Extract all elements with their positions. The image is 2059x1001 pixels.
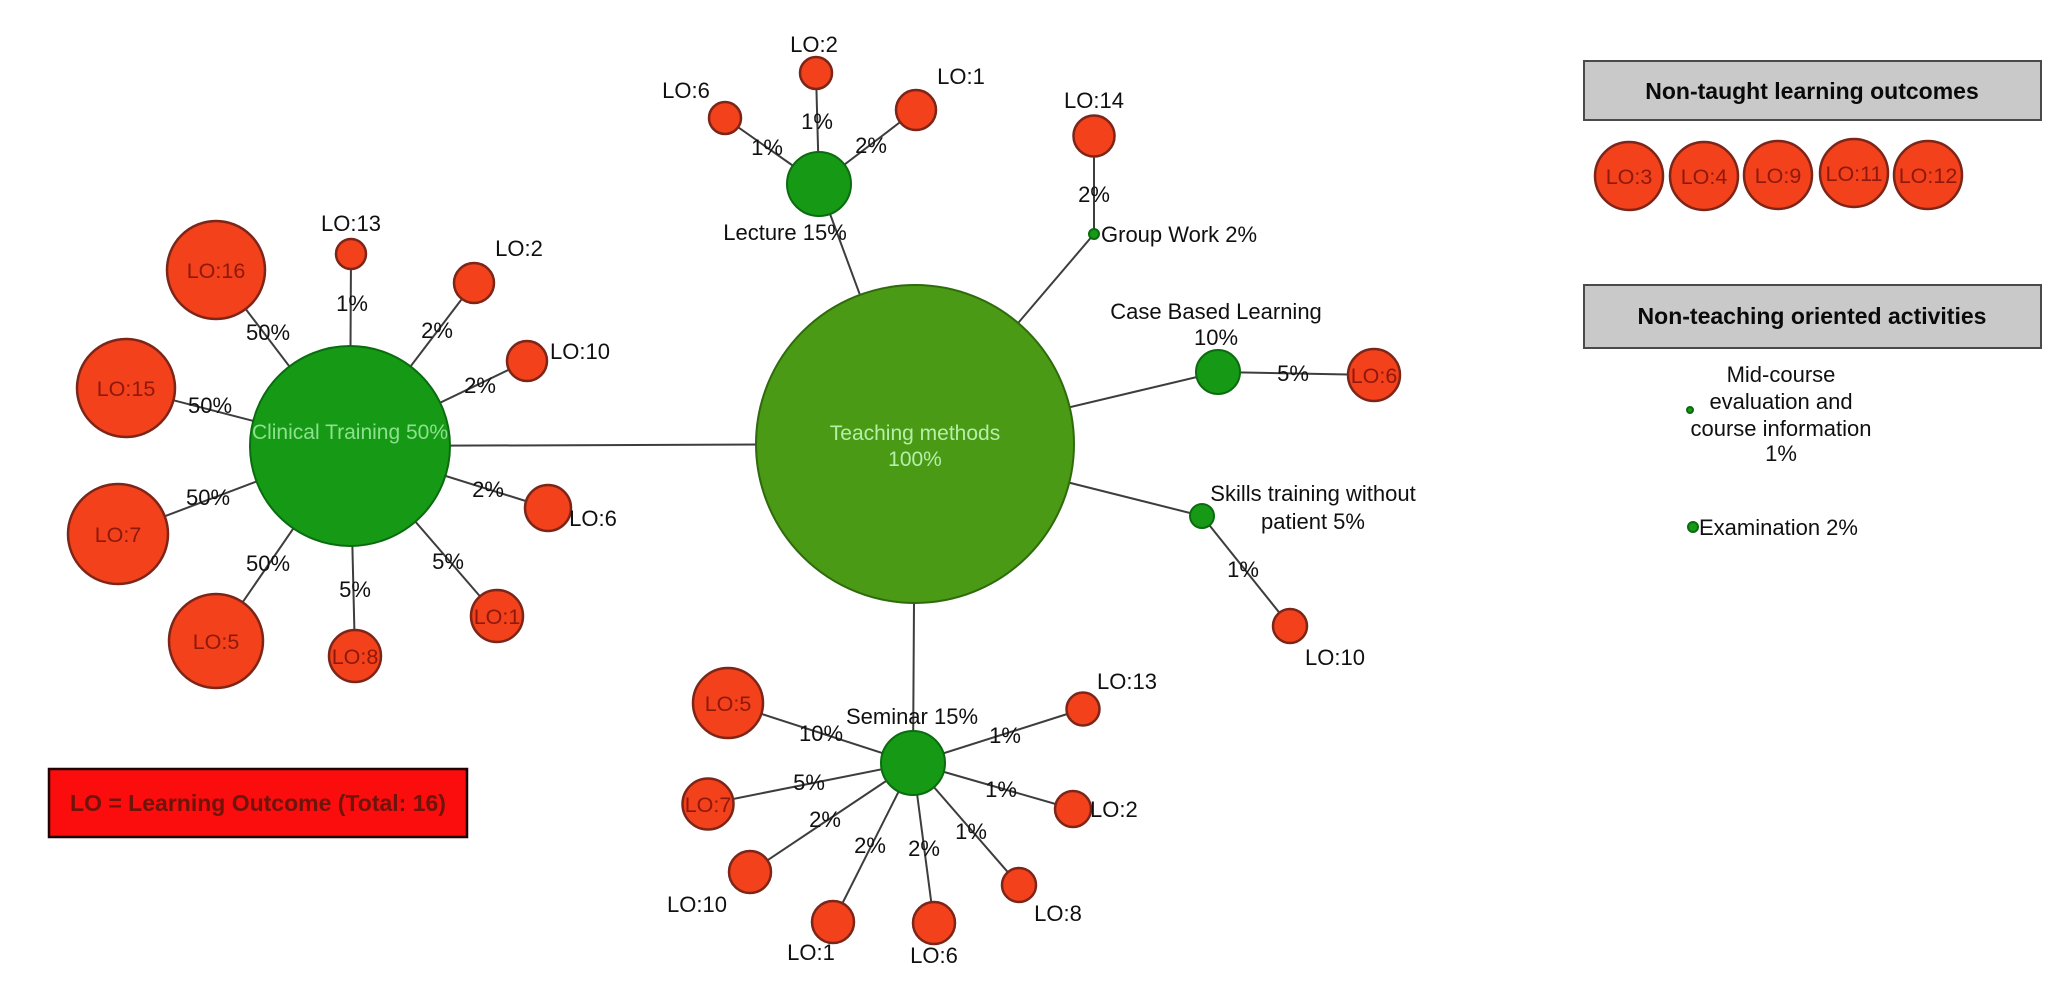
svg-text:5%: 5% xyxy=(1277,361,1309,386)
svg-text:LO:13: LO:13 xyxy=(321,211,381,236)
svg-text:patient 5%: patient 5% xyxy=(1261,509,1365,534)
svg-text:LO:8: LO:8 xyxy=(332,645,379,669)
svg-text:1%: 1% xyxy=(985,777,1017,802)
svg-text:2%: 2% xyxy=(809,807,841,832)
svg-text:LO:6: LO:6 xyxy=(1351,364,1398,388)
svg-text:LO = Learning Outcome (Total:: LO = Learning Outcome (Total: 16) xyxy=(70,790,446,816)
svg-text:50%: 50% xyxy=(246,320,290,345)
svg-text:LO:2: LO:2 xyxy=(790,32,838,57)
svg-text:5%: 5% xyxy=(432,549,464,574)
svg-text:Case Based Learning: Case Based Learning xyxy=(1110,299,1322,324)
svg-text:10%: 10% xyxy=(1194,325,1238,350)
svg-text:LO:3: LO:3 xyxy=(1606,165,1653,189)
svg-text:10%: 10% xyxy=(799,721,843,746)
svg-text:Examination 2%: Examination 2% xyxy=(1699,515,1858,540)
svg-text:LO:12: LO:12 xyxy=(1899,164,1958,188)
svg-text:LO:2: LO:2 xyxy=(1090,797,1138,822)
svg-text:1%: 1% xyxy=(989,723,1021,748)
svg-text:LO:14: LO:14 xyxy=(1064,88,1124,113)
svg-text:50%: 50% xyxy=(186,485,230,510)
svg-text:100%: 100% xyxy=(888,448,942,471)
svg-text:1%: 1% xyxy=(955,819,987,844)
svg-text:1%: 1% xyxy=(336,291,368,316)
svg-text:Group Work 2%: Group Work 2% xyxy=(1101,222,1257,247)
svg-text:2%: 2% xyxy=(421,318,453,343)
svg-text:LO:7: LO:7 xyxy=(685,793,732,817)
svg-text:1%: 1% xyxy=(1765,441,1797,466)
svg-text:1%: 1% xyxy=(1227,557,1259,582)
svg-text:LO:9: LO:9 xyxy=(1755,164,1802,188)
svg-text:2%: 2% xyxy=(1078,182,1110,207)
svg-text:LO:1: LO:1 xyxy=(937,64,985,89)
svg-text:2%: 2% xyxy=(464,373,496,398)
svg-text:2%: 2% xyxy=(908,836,940,861)
svg-text:Mid-course: Mid-course xyxy=(1727,362,1836,387)
svg-text:5%: 5% xyxy=(339,577,371,602)
svg-text:LO:8: LO:8 xyxy=(1034,901,1082,926)
svg-text:Clinical Training 50%: Clinical Training 50% xyxy=(252,421,448,444)
svg-text:LO:7: LO:7 xyxy=(95,523,142,547)
svg-text:2%: 2% xyxy=(854,833,886,858)
svg-text:LO:4: LO:4 xyxy=(1681,165,1728,189)
svg-text:1%: 1% xyxy=(751,135,783,160)
svg-text:50%: 50% xyxy=(188,393,232,418)
svg-text:Non-teaching oriented activiti: Non-teaching oriented activities xyxy=(1638,303,1987,329)
svg-text:Lecture 15%: Lecture 15% xyxy=(723,220,847,245)
svg-text:1%: 1% xyxy=(801,109,833,134)
svg-text:LO:11: LO:11 xyxy=(1826,162,1883,186)
svg-text:LO:10: LO:10 xyxy=(667,892,727,917)
svg-text:50%: 50% xyxy=(246,551,290,576)
svg-text:evaluation and: evaluation and xyxy=(1709,389,1852,414)
svg-text:Skills training without: Skills training without xyxy=(1210,481,1415,506)
svg-text:LO:13: LO:13 xyxy=(1097,669,1157,694)
svg-text:LO:6: LO:6 xyxy=(569,506,617,531)
svg-text:LO:15: LO:15 xyxy=(97,377,156,401)
svg-text:Non-taught learning outcomes: Non-taught learning outcomes xyxy=(1645,78,1979,104)
svg-text:LO:2: LO:2 xyxy=(495,236,543,261)
svg-text:course information: course information xyxy=(1691,416,1872,441)
svg-text:Teaching methods: Teaching methods xyxy=(830,422,1000,445)
svg-text:LO:10: LO:10 xyxy=(550,339,610,364)
svg-text:LO:10: LO:10 xyxy=(1305,645,1365,670)
svg-text:5%: 5% xyxy=(793,770,825,795)
svg-text:LO:6: LO:6 xyxy=(910,943,958,968)
svg-text:LO:16: LO:16 xyxy=(187,259,246,283)
svg-text:LO:1: LO:1 xyxy=(474,605,521,629)
svg-text:2%: 2% xyxy=(472,477,504,502)
svg-text:LO:5: LO:5 xyxy=(705,692,752,716)
svg-text:LO:5: LO:5 xyxy=(193,630,240,654)
svg-text:LO:1: LO:1 xyxy=(787,940,835,965)
svg-text:Seminar 15%: Seminar 15% xyxy=(846,704,978,729)
svg-text:2%: 2% xyxy=(855,133,887,158)
svg-text:LO:6: LO:6 xyxy=(662,78,710,103)
